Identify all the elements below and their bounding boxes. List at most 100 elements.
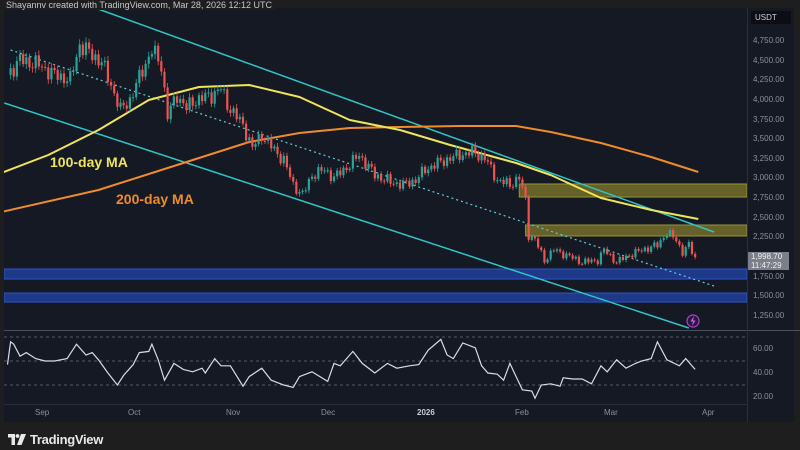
candle-down [675,237,678,242]
candle-down [47,67,50,80]
candle-up [461,155,464,160]
candle-down [606,248,609,254]
lightning-icon[interactable] [686,314,700,328]
candle-down [380,174,383,181]
candle-down [690,241,694,254]
price-and-rsi-chart[interactable] [0,0,800,424]
candle-up [336,170,339,177]
rsi-line [6,338,696,400]
candle-up [411,179,414,187]
time-tick: Nov [226,408,241,417]
candle-up [376,174,380,179]
candle-up [653,242,656,247]
candle-up [317,167,320,179]
candle-down [276,146,279,154]
candle-up [530,236,533,240]
candle-up [515,176,518,187]
currency-label[interactable]: USDT [751,11,791,24]
candle-up [624,255,628,261]
candle-down [577,256,581,264]
candle-up [367,163,370,169]
candle-up [634,248,637,258]
candle-up [687,241,690,248]
candle-up [254,144,257,147]
candle-down [314,176,317,179]
candle-down [449,157,452,161]
candle-up [445,157,449,166]
candle-down [160,61,163,72]
candle-up [464,152,467,156]
candle-down [28,57,31,68]
candle-down [31,67,34,69]
time-tick: Feb [515,408,529,417]
supply-zone [525,224,747,237]
candle-down [587,258,590,263]
candle-up [34,55,37,69]
candle-down [543,250,546,263]
candle-up [665,235,668,238]
candle-down [157,45,160,62]
candle-down [511,186,515,188]
candle-up [659,239,662,248]
candle-up [188,97,191,110]
candle-down [489,161,493,165]
candle-down [116,93,119,107]
candle-down [53,67,56,71]
candle-down [320,167,323,171]
candle-down [88,42,91,49]
candle-down [637,248,640,251]
channel-mid-line [10,49,715,287]
candle-down [251,137,254,147]
candle-down [241,116,245,124]
candle-down [354,154,358,159]
candle-down [229,109,232,113]
candle-up [427,169,430,174]
candle-up [386,174,389,182]
candle-down [631,255,634,258]
candle-down [285,155,289,168]
candle-down [141,69,144,77]
candle-down [433,165,436,169]
candle-up [172,96,175,106]
time-tick: Oct [128,408,141,417]
candle-up [348,168,351,170]
candle-up [9,68,12,75]
candle-down [508,178,511,187]
candle-down [646,247,650,252]
candle-down [423,166,427,174]
candle-up [602,248,606,253]
candle-down [640,250,643,252]
candle-up [257,134,260,145]
candle-up [94,54,97,61]
candle-up [219,89,223,91]
brand-name: TradingView [30,432,104,447]
tradingview-logo[interactable]: TradingView [8,432,103,447]
candle-up [103,60,106,63]
candle-down [201,95,204,102]
price-tick: 1,250.00 [753,310,785,320]
candle-down [97,54,100,66]
candle-down [392,183,395,185]
candle-up [643,247,646,252]
price-tick: 3,000.00 [753,173,785,183]
candle-up [59,73,62,80]
candle-down [44,66,47,68]
candle-down [672,230,675,238]
price-tick: 3,500.00 [753,134,785,144]
candle-up [430,165,433,170]
candle-down [694,253,697,258]
candle-up [223,89,226,91]
candle-down [524,186,527,198]
candle-down [263,140,267,142]
candle-down [458,149,461,160]
candle-down [540,247,543,251]
demand-zone [4,268,747,280]
chart-attribution: Shayannv created with TradingView.com, M… [6,0,275,10]
candle-down [439,157,442,161]
candle-down [486,160,489,162]
chart-area[interactable] [4,8,794,422]
candle-up [248,137,251,141]
candle-down [477,153,480,161]
candle-down [621,256,624,261]
candle-down [678,241,681,245]
